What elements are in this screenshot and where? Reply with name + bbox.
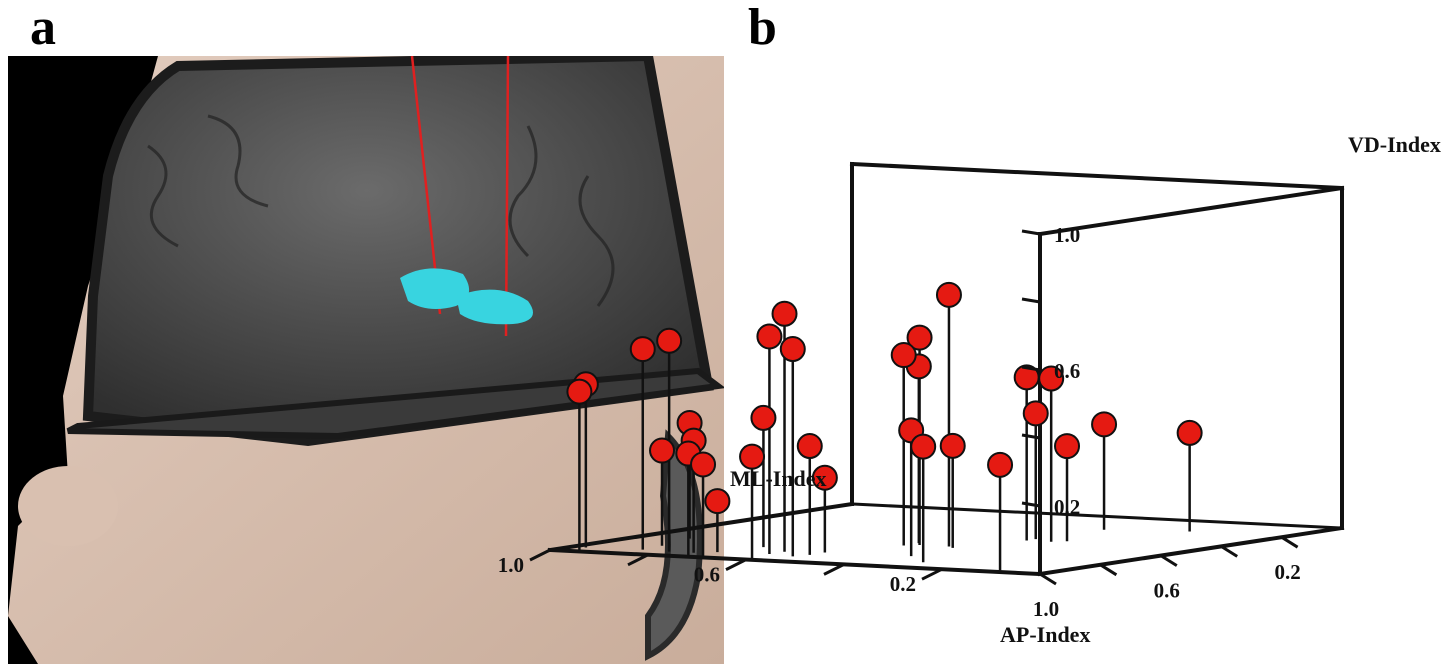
data-point	[629, 336, 656, 363]
data-point	[1176, 419, 1203, 446]
data-point	[987, 451, 1014, 478]
ml-tick	[725, 558, 747, 571]
data-point	[811, 464, 838, 491]
ap-tick	[1160, 554, 1178, 567]
ap-axis-title: AP-Index	[1000, 622, 1090, 647]
data-point	[750, 404, 777, 431]
chart-labels: VD-Index ML-Index AP-Index	[730, 132, 1441, 647]
target-nucleus-left	[400, 268, 470, 310]
vd-tick	[1021, 501, 1041, 508]
vd-tick-label: 0.2	[1054, 495, 1080, 519]
ml-tick	[823, 563, 845, 576]
vd-axis-title: VD-Index	[1348, 132, 1441, 157]
data-point	[935, 281, 962, 308]
data-point	[1038, 365, 1065, 392]
data-point	[756, 323, 783, 350]
vd-tick-label: 0.6	[1054, 359, 1080, 383]
vd-tick	[1021, 297, 1041, 304]
chart-stems	[578, 294, 1191, 571]
data-point	[1054, 433, 1081, 460]
ml-tick-label: 1.0	[498, 553, 524, 577]
ap-tick	[1099, 563, 1118, 577]
floor-edge-front	[547, 547, 1043, 577]
floor-edge-ml	[547, 501, 855, 553]
nose-shape	[18, 466, 118, 546]
ml-tick	[921, 567, 943, 581]
ear-shape	[645, 429, 703, 661]
chart-points	[566, 281, 1203, 515]
vd-tick	[1021, 229, 1041, 236]
ml-tick	[529, 548, 551, 562]
floor-edge-back	[850, 502, 1344, 530]
data-point	[796, 433, 823, 460]
ml-tick-label: 0.2	[890, 572, 916, 596]
data-point	[739, 443, 766, 470]
data-point	[910, 433, 937, 460]
data-point	[566, 378, 593, 405]
back-wall-top-edge	[849, 161, 1345, 191]
right-wall-top-edge	[1037, 185, 1345, 237]
data-point	[649, 437, 676, 464]
ap-tick-label: 0.6	[1154, 579, 1180, 603]
ml-axis-title: ML-Index	[730, 466, 827, 491]
data-point	[771, 300, 798, 327]
chart-frame	[547, 161, 1345, 577]
ap-tick-label: 1.0	[1033, 597, 1059, 621]
data-point	[890, 342, 917, 369]
trajectory-line-2	[504, 56, 510, 337]
data-point	[704, 488, 731, 515]
vd-tick	[1021, 433, 1041, 440]
ml-tick-label: 0.6	[694, 563, 720, 587]
chart-ticks: 1.0 0.6 0.2 1.0 0.6 0.2 1.0 0.6 0.2	[498, 223, 1301, 621]
ap-tick-label: 0.2	[1274, 560, 1300, 584]
ap-tick	[1220, 545, 1238, 558]
data-point	[690, 451, 717, 478]
data-point	[906, 324, 933, 351]
vd-tick-label: 1.0	[1054, 223, 1080, 247]
gyri-texture	[147, 114, 615, 307]
data-point	[939, 432, 966, 459]
target-nucleus-right	[456, 289, 533, 325]
vd-tick	[1021, 365, 1041, 372]
data-point	[1091, 411, 1118, 438]
head-rendering-image	[8, 56, 724, 664]
data-point	[1022, 400, 1049, 427]
data-point	[779, 336, 806, 363]
panel-label-a: a	[30, 0, 56, 56]
ml-tick	[627, 553, 649, 567]
floor-edge-ap	[1037, 525, 1345, 577]
ap-tick	[1280, 535, 1299, 549]
panel-label-b: b	[748, 0, 777, 56]
data-point	[656, 327, 683, 354]
ap-tick	[1039, 572, 1057, 586]
